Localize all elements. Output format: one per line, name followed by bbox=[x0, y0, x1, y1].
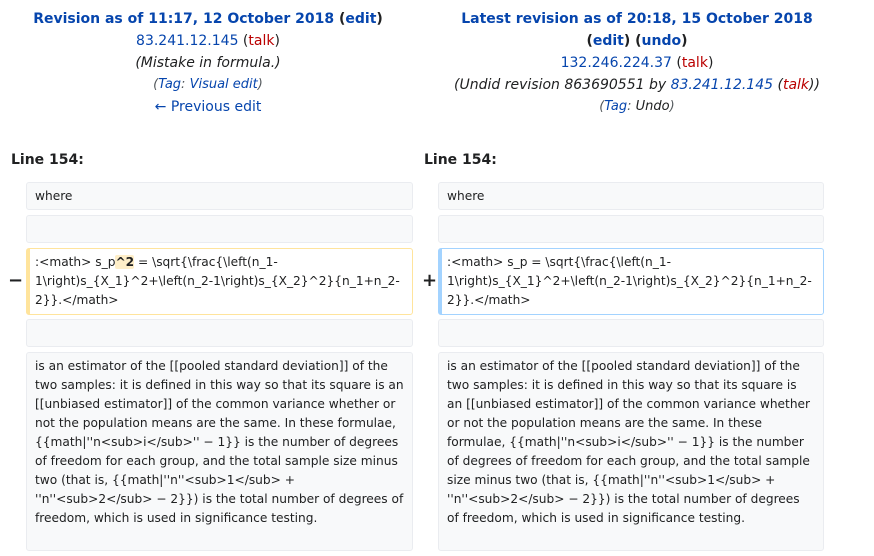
previous-edit-link[interactable]: ← Previous edit bbox=[154, 99, 262, 115]
right-tag-name: Undo bbox=[635, 99, 670, 114]
right-revision-header: Latest revision as of 20:18, 15 October … bbox=[412, 8, 862, 118]
left-tag-line: (Tag: Visual edit) bbox=[153, 77, 263, 92]
right-summary-ip-link[interactable]: 83.241.12.145 bbox=[670, 77, 774, 93]
context-empty-left bbox=[26, 215, 413, 243]
context-line-where-left: where bbox=[26, 182, 413, 210]
left-revision-title: Revision as of 11:17, 12 October 2018 (e… bbox=[33, 11, 383, 27]
left-edit-summary: (Mistake in formula.) bbox=[135, 55, 281, 71]
left-tag-link[interactable]: Tag bbox=[158, 77, 182, 92]
context-empty-2-right bbox=[438, 319, 824, 347]
right-edit-link[interactable]: edit bbox=[592, 33, 624, 49]
right-tag-line: (Tag: Undo) bbox=[599, 99, 675, 114]
right-summary-suffix: ) bbox=[814, 77, 820, 93]
right-revision-link[interactable]: Latest revision as of 20:18, 15 October … bbox=[461, 11, 813, 27]
left-tag-name: Visual edit bbox=[189, 77, 258, 92]
context-paragraph-left: is an estimator of the [[pooled standard… bbox=[26, 352, 413, 551]
right-action-links: (edit) (undo) bbox=[586, 33, 688, 49]
context-empty-right bbox=[438, 215, 824, 243]
deleted-text-after: = \sqrt{\frac{\left(n_1-1\right)s_{X_1}^… bbox=[35, 255, 400, 307]
deleted-highlight: ^2 bbox=[115, 255, 135, 269]
line-number-left: Line 154: bbox=[11, 152, 84, 168]
deleted-line-marker: − bbox=[8, 270, 24, 291]
line-number-right: Line 154: bbox=[424, 152, 497, 168]
added-line: :<math> s_p = \sqrt{\frac{\left(n_1-1\ri… bbox=[438, 248, 824, 315]
left-edit-link[interactable]: edit bbox=[345, 11, 377, 27]
left-revision-link[interactable]: Revision as of 11:17, 12 October 2018 bbox=[33, 11, 335, 27]
deleted-line: :<math> s_p^2 = \sqrt{\frac{\left(n_1-1\… bbox=[26, 248, 413, 315]
right-edit-summary: (Undid revision 863690551 by 83.241.12.1… bbox=[454, 77, 820, 93]
right-undo-link[interactable]: undo bbox=[641, 33, 682, 49]
right-user-line: 132.246.224.37 (talk) bbox=[560, 55, 714, 71]
right-summary-talk-link[interactable]: talk bbox=[782, 77, 810, 93]
right-tag-link[interactable]: Tag bbox=[604, 99, 628, 114]
left-user-line: 83.241.12.145 (talk) bbox=[136, 33, 280, 49]
deleted-text-before: :<math> s_p bbox=[35, 255, 116, 269]
left-revision-header: Revision as of 11:17, 12 October 2018 (e… bbox=[0, 8, 416, 118]
left-user-ip-link[interactable]: 83.241.12.145 bbox=[136, 33, 239, 49]
right-user-ip-link[interactable]: 132.246.224.37 bbox=[560, 55, 672, 71]
left-talk-link[interactable]: talk bbox=[248, 33, 275, 49]
context-line-where-right: where bbox=[438, 182, 824, 210]
context-paragraph-right: is an estimator of the [[pooled standard… bbox=[438, 352, 824, 551]
added-line-marker: + bbox=[422, 270, 438, 291]
context-empty-2-left bbox=[26, 319, 413, 347]
right-talk-link[interactable]: talk bbox=[681, 55, 708, 71]
right-revision-title: Latest revision as of 20:18, 15 October … bbox=[412, 8, 862, 30]
right-summary-prefix: (Undid revision 863690551 by bbox=[454, 77, 671, 93]
